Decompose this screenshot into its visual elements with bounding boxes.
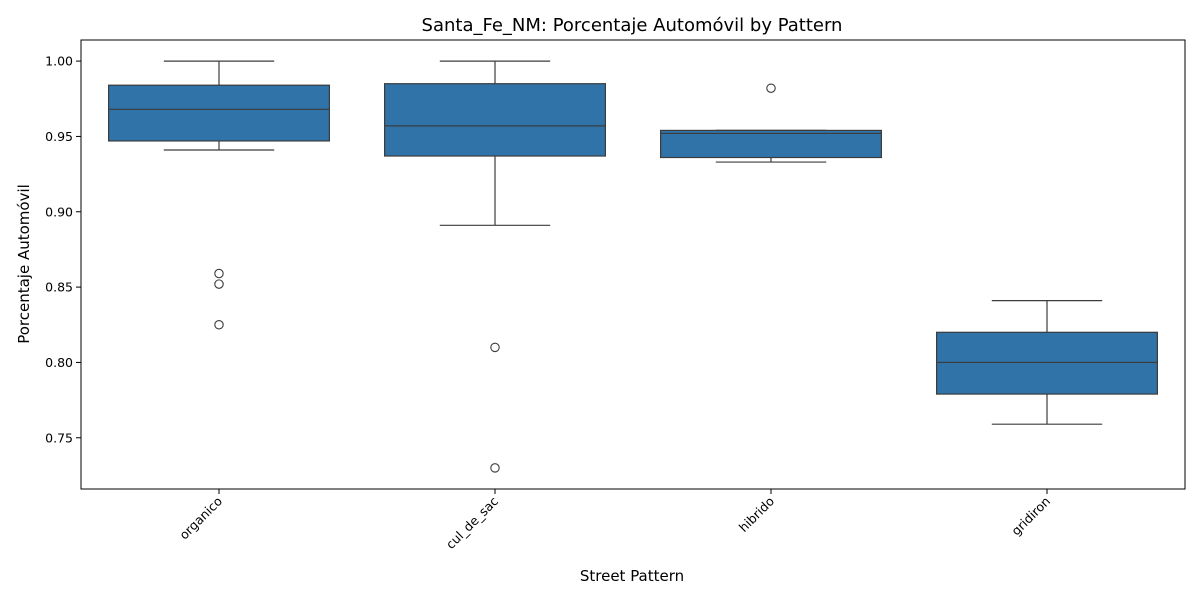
outlier-point <box>214 268 224 279</box>
y-tick-label: 0.90 <box>45 204 73 219</box>
y-axis-label: Porcentaje Automóvil <box>15 184 33 344</box>
outlier-point <box>490 463 500 473</box>
x-tick-label: gridiron <box>1008 494 1053 539</box>
x-axis-label: Street Pattern <box>580 567 684 585</box>
chart-title: Santa_Fe_NM: Porcentaje Automóvil by Pat… <box>422 15 843 36</box>
box-cul_de_sac <box>384 60 607 473</box>
x-tick-label: cul_de_sac <box>443 493 501 551</box>
y-tick-label: 0.80 <box>45 355 73 370</box>
y-tick-label: 1.00 <box>45 54 73 69</box>
x-tick-label: organico <box>176 494 225 543</box>
box-organico <box>107 60 331 330</box>
y-axis: 0.75 0.80 0.85 0.90 0.95 1.00 <box>45 54 81 445</box>
iqr-box <box>659 129 882 159</box>
plot-frame <box>80 39 1186 490</box>
box-hibrido <box>659 83 882 163</box>
y-tick-label: 0.75 <box>45 430 73 445</box>
iqr-box <box>384 83 607 157</box>
x-tick-label: hibrido <box>736 494 777 535</box>
plot-area <box>107 60 1158 473</box>
y-tick-label: 0.95 <box>45 129 73 144</box>
outlier-point <box>214 279 224 289</box>
outlier-point <box>766 83 776 93</box>
outlier-point <box>490 342 500 353</box>
x-axis: organico cul_de_sac hibrido gridiron <box>176 489 1053 552</box>
outlier-point <box>214 320 224 330</box>
box-gridiron <box>935 300 1158 425</box>
iqr-box <box>107 84 331 142</box>
y-tick-label: 0.85 <box>45 280 73 295</box>
iqr-box <box>935 331 1158 395</box>
